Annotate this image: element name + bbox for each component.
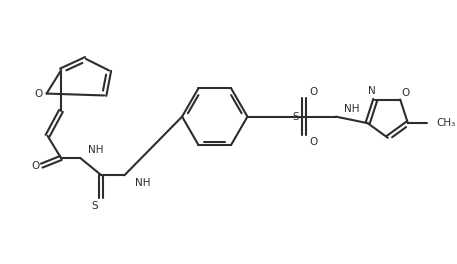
Text: O: O <box>310 87 318 97</box>
Text: S: S <box>91 201 98 211</box>
Text: CH₃: CH₃ <box>437 118 456 128</box>
Text: NH: NH <box>135 178 150 188</box>
Text: O: O <box>310 136 318 147</box>
Text: O: O <box>35 88 43 98</box>
Text: O: O <box>31 161 39 171</box>
Text: NH: NH <box>88 145 103 155</box>
Text: NH: NH <box>344 104 359 114</box>
Text: O: O <box>402 88 410 98</box>
Text: S: S <box>292 112 299 122</box>
Text: N: N <box>367 86 375 96</box>
